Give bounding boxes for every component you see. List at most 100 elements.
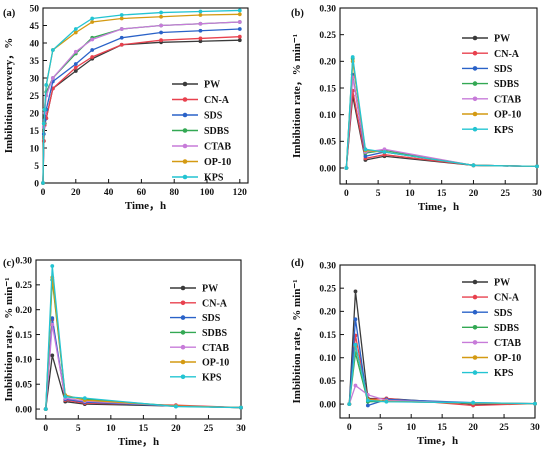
y-axis-title: Imbibition rate，% min⁻¹: [291, 34, 303, 158]
data-point-ctab: [237, 20, 242, 24]
data-point-pw: [198, 39, 203, 44]
x-tick-label: 5: [378, 423, 383, 433]
panel-label: (b): [291, 8, 304, 19]
y-tick-label: 10: [30, 144, 40, 154]
data-point-kps: [159, 10, 163, 15]
data-point-kps: [365, 398, 370, 403]
x-tick-label: 30: [530, 423, 540, 433]
x-tick-label: 30: [532, 189, 542, 199]
data-point-pw: [73, 69, 78, 73]
data-point-kps: [44, 83, 49, 87]
data-point-kps: [353, 342, 358, 347]
y-tick-label: 30: [30, 74, 40, 84]
data-point-ctab: [50, 322, 55, 327]
legend-marker: [180, 315, 186, 320]
y-tick-label: 0.20: [15, 306, 32, 316]
chart-panel-b: 0 5 10 15 20 25 30 0.00 0.05 0.10 0.15 0.20 0.25 0.30…: [291, 4, 542, 213]
data-point-kps: [174, 404, 178, 409]
y-tick-label: 40: [30, 39, 40, 49]
x-tick-label: 0: [43, 424, 48, 434]
x-tick-label: 5: [376, 189, 381, 199]
data-point-op-10: [73, 30, 78, 35]
series-line-kps: [45, 265, 242, 410]
y-tick-label: 0.15: [15, 331, 32, 341]
x-axis-title: Time，h: [125, 200, 166, 212]
legend-marker: [472, 35, 478, 41]
legend-marker: [472, 96, 478, 102]
legend-marker: [472, 325, 478, 330]
data-point-pw: [237, 38, 242, 43]
legend-marker: [182, 174, 188, 180]
chart-panel-a: 0 20 40 60 80 100 120 0 5 10 15 20 25 30 35 40 45 50 Time，…: [3, 4, 249, 212]
x-tick-label: 0: [344, 189, 349, 199]
legend-label: OP-10: [494, 110, 521, 121]
y-tick-label: 0.00: [319, 400, 336, 410]
data-point-sds: [353, 317, 358, 322]
y-tick-label: 35: [30, 57, 40, 67]
legend-marker: [472, 355, 478, 360]
y-axis-title: Imbibition rate，% min⁻¹: [291, 280, 303, 404]
y-tick-label: 15: [30, 127, 40, 137]
data-point-kps: [363, 147, 368, 152]
data-point-ctab: [159, 23, 163, 28]
x-tick-label: 10: [405, 189, 415, 199]
legend-label: CN-A: [204, 95, 230, 106]
data-point-op-10: [237, 12, 242, 17]
y-tick-label: 0.10: [15, 356, 32, 366]
legend-label: CN-A: [202, 298, 228, 309]
legend-marker: [472, 81, 478, 86]
y-tick-label: 0.00: [319, 164, 336, 174]
legend-label: CN-A: [494, 49, 520, 60]
data-point-sds: [159, 30, 163, 35]
legend-marker: [182, 143, 188, 149]
x-axis-title: Time，h: [417, 435, 458, 447]
legend-label: PW: [494, 34, 510, 45]
data-point-sds: [73, 62, 78, 66]
x-tick-label: 25: [499, 423, 509, 433]
x-tick-label: 40: [104, 188, 114, 198]
y-tick-label: 0.20: [319, 308, 336, 318]
series-line-kps: [345, 56, 538, 169]
x-tick-label: 20: [171, 424, 181, 434]
data-point-kps: [50, 264, 55, 268]
x-tick-label: 100: [200, 188, 215, 198]
legend-marker: [472, 50, 478, 56]
chart-panel-d: 0 5 10 15 20 25 30 0.00 0.05 0.10 0.15 0.20 0.25 0.30…: [291, 258, 540, 447]
legend-label: KPS: [494, 368, 514, 379]
y-tick-label: 0.05: [15, 381, 32, 391]
data-point-cn-a: [73, 65, 78, 70]
data-point-cn-a: [90, 55, 95, 59]
data-point-kps: [382, 150, 387, 154]
legend-marker: [180, 300, 186, 306]
data-point-sds: [90, 48, 95, 52]
data-point-cn-a: [119, 42, 124, 47]
data-point-kps: [237, 8, 242, 13]
legend-label: CTAB: [494, 94, 521, 105]
data-point-pw: [353, 289, 358, 294]
x-tick-label: 20: [468, 423, 478, 433]
data-point-ctab: [119, 27, 124, 31]
legend-label: PW: [204, 80, 220, 91]
data-point-pw: [50, 353, 55, 358]
data-point-ctab: [382, 147, 387, 152]
data-point-kps: [41, 181, 45, 185]
legend-marker: [182, 97, 188, 102]
legend-label: KPS: [494, 125, 514, 136]
y-tick-label: 0.30: [319, 261, 336, 271]
data-point-kps: [43, 407, 48, 411]
x-tick-label: 120: [233, 188, 248, 198]
x-tick-label: 80: [169, 188, 179, 198]
legend-marker: [180, 359, 186, 365]
legend-marker: [182, 81, 188, 87]
data-point-sds: [365, 403, 370, 408]
y-tick-label: 0.10: [319, 111, 336, 121]
data-point-ctab: [353, 383, 358, 388]
data-point-kps: [471, 163, 476, 168]
legend-label: OP-10: [494, 353, 521, 364]
panel-label: (a): [3, 8, 16, 19]
legend-marker: [472, 279, 478, 285]
legend-label: OP-10: [204, 157, 231, 168]
x-tick-label: 10: [106, 424, 116, 434]
data-point-cn-a: [159, 38, 163, 43]
